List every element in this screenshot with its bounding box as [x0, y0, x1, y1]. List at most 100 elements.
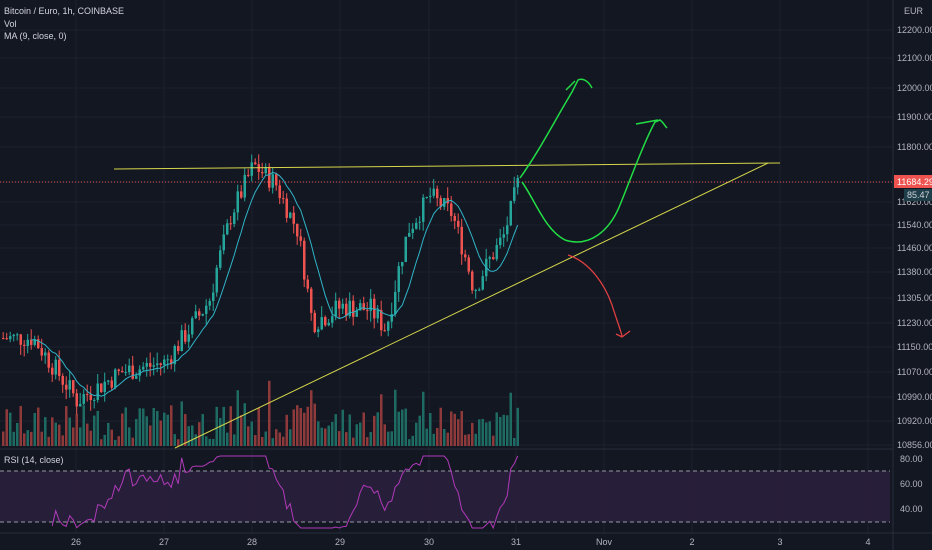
volume-bar: [320, 427, 323, 446]
time-label[interactable]: Nov: [596, 537, 613, 547]
candle-body: [159, 363, 162, 365]
candle-body: [229, 223, 232, 225]
volume-bar: [135, 418, 138, 446]
volume-bar: [278, 432, 281, 446]
candle-body: [208, 301, 211, 306]
candle-body: [145, 363, 148, 367]
candle-body: [75, 393, 78, 407]
candles: [2, 154, 519, 415]
volume-bar: [121, 413, 124, 446]
candle-body: [233, 212, 236, 224]
candle-body: [79, 403, 82, 407]
volume-bar: [5, 409, 8, 446]
price-tick: 12000.00: [897, 83, 932, 93]
volume-bar: [289, 429, 292, 446]
candle-body: [89, 394, 92, 400]
volume-bar: [61, 435, 64, 446]
volume-bar: [152, 407, 155, 446]
ma-value-badge: [904, 189, 932, 201]
volume-bar: [233, 434, 236, 446]
volume-bar: [506, 415, 509, 446]
candle-body: [16, 334, 19, 336]
candle-body: [170, 359, 173, 365]
ma-legend[interactable]: MA (9, close, 0): [4, 31, 67, 41]
volume-bar: [303, 412, 306, 446]
volume-bar: [12, 431, 15, 446]
price-tick: 11230.00: [897, 318, 932, 328]
time-label[interactable]: 27: [159, 537, 169, 547]
candle-body: [492, 257, 495, 260]
candle-body: [474, 290, 477, 292]
candle-body: [184, 330, 187, 342]
volume-bar: [194, 434, 197, 446]
candle-body: [369, 298, 372, 311]
time-label[interactable]: 3: [777, 537, 782, 547]
volume-bar: [432, 433, 435, 446]
resistance-trendline[interactable]: [113, 162, 781, 170]
price-tick: 11305.00: [897, 293, 932, 303]
candle-body: [366, 310, 369, 312]
price-axis-panel[interactable]: [893, 0, 932, 550]
price-tick: 11150.00: [897, 342, 932, 352]
candle-body: [180, 330, 183, 352]
volume-bar: [72, 427, 75, 446]
candle-body: [243, 174, 246, 198]
support-trendline[interactable]: [174, 162, 769, 449]
time-label[interactable]: 28: [247, 537, 257, 547]
volume-bar: [159, 420, 162, 446]
time-axis-labels[interactable]: 26 27 28 29 30 31 Nov 2 3 4: [71, 537, 871, 547]
rsi-axis-ticks: 80.00 60.00 40.00: [900, 454, 923, 514]
candle-body: [327, 322, 330, 326]
volume-bar: [408, 439, 411, 446]
price-tick: 11540.00: [897, 220, 932, 230]
candle-body: [320, 317, 323, 330]
symbol-legend[interactable]: Bitcoin / Euro, 1h, COINBASE: [4, 6, 125, 16]
candle-body: [100, 383, 103, 393]
candle-body: [467, 257, 470, 272]
time-label[interactable]: 30: [424, 537, 434, 547]
candle-body: [215, 267, 218, 293]
volume-bar: [229, 406, 232, 446]
volume-bar: [100, 439, 103, 446]
volume-bar: [201, 414, 204, 446]
price-axis-ticks: 12200.00 12100.00 12000.00 11900.00 11800.00…: [897, 25, 932, 450]
volume-bars: [2, 380, 519, 446]
candle-body: [334, 300, 337, 317]
candle-body: [205, 305, 208, 314]
time-label[interactable]: 29: [335, 537, 345, 547]
volume-bar: [415, 422, 418, 446]
candle-body: [345, 303, 348, 316]
volume-bar: [397, 411, 400, 446]
time-label[interactable]: 4: [865, 537, 870, 547]
volume-bar: [58, 424, 61, 446]
candle-body: [457, 220, 460, 227]
currency-label: EUR: [904, 6, 924, 16]
volume-legend[interactable]: Vol: [4, 19, 17, 29]
volume-bar: [306, 406, 309, 446]
candle-body: [30, 339, 33, 345]
price-tick: 11460.00: [897, 243, 932, 253]
volume-bar: [219, 418, 222, 446]
candle-body: [502, 234, 505, 238]
time-label[interactable]: 2: [689, 537, 694, 547]
candle-body: [499, 237, 502, 246]
candle-body: [96, 383, 99, 400]
rsi-legend[interactable]: RSI (14, close): [4, 455, 64, 465]
volume-bar: [390, 431, 393, 446]
price-tick: 12200.00: [897, 25, 932, 35]
time-label[interactable]: 31: [511, 537, 521, 547]
time-label[interactable]: 26: [71, 537, 81, 547]
volume-bar: [394, 389, 397, 446]
candle-body: [422, 197, 425, 222]
volume-bar: [341, 409, 344, 446]
candle-body: [376, 309, 379, 319]
price-tick: 11620.00: [897, 197, 932, 207]
volume-bar: [187, 426, 190, 446]
candle-body: [198, 311, 201, 316]
volume-bar: [2, 431, 5, 446]
volume-bar: [75, 414, 78, 446]
candle-body: [380, 309, 383, 331]
volume-bar: [292, 409, 295, 446]
candle-body: [411, 228, 414, 233]
